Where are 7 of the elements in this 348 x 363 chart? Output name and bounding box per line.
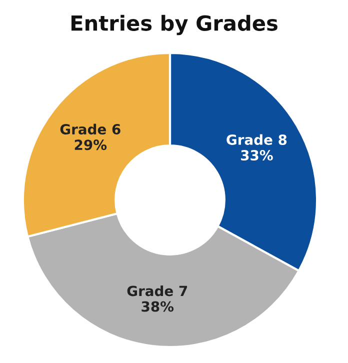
slice-label: Grade 7	[127, 285, 188, 296]
data-label: 29%	[74, 140, 107, 150]
chart-title: Entries by Grades	[71, 14, 278, 36]
data-label: 38%	[142, 301, 174, 312]
slice-label: Grade 8	[226, 134, 287, 145]
slice-label: Grade 6	[60, 124, 120, 135]
data-label: 33%	[241, 150, 273, 161]
